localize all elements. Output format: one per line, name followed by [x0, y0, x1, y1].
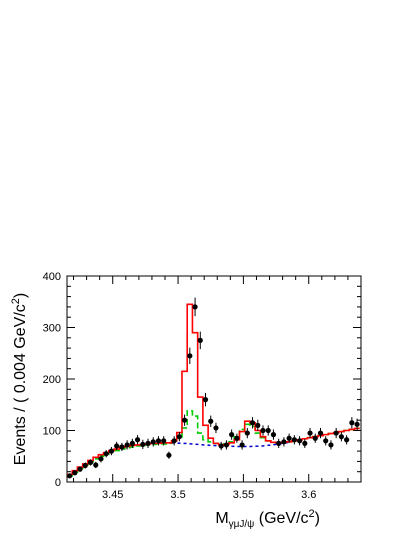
data-point: [276, 440, 282, 446]
data-point: [281, 439, 287, 445]
data-point: [213, 425, 219, 431]
data-point: [150, 439, 156, 445]
y-tick-label: 400: [43, 271, 61, 283]
data-point: [249, 420, 256, 426]
data-point: [354, 421, 360, 427]
data-point: [171, 438, 177, 444]
data-point: [307, 430, 313, 436]
data-point: [312, 435, 318, 441]
data-point: [182, 417, 188, 423]
data-point: [114, 443, 120, 449]
axis-ticks: [67, 275, 362, 483]
data-point: [344, 437, 350, 443]
data-point: [87, 459, 94, 466]
data-point: [333, 430, 339, 436]
data-point: [93, 462, 99, 468]
y-axis-title-tail: ): [12, 293, 29, 298]
axis-tick-labels: 3.45 3.5 3.55 3.6 0 100 200 300 400: [43, 271, 317, 501]
data-point: [98, 456, 104, 462]
data-point: [234, 435, 240, 441]
x-tick-label: 3.6: [301, 489, 316, 501]
data-point: [328, 442, 334, 448]
data-point: [323, 438, 329, 444]
data-point: [270, 432, 277, 438]
x-axis-title-main: M: [215, 510, 228, 527]
data-point: [124, 442, 130, 448]
data-point: [119, 444, 125, 450]
data-point: [317, 430, 324, 436]
data-points-group: [67, 297, 360, 479]
data-point: [223, 442, 230, 448]
data-point: [166, 452, 172, 458]
data-point: [103, 451, 109, 457]
data-point: [218, 443, 224, 449]
data-point: [145, 440, 151, 446]
data-point: [161, 438, 167, 444]
data-point: [255, 422, 261, 428]
data-point: [349, 420, 355, 426]
data-point: [338, 434, 344, 440]
data-point: [202, 397, 209, 403]
y-tick-label: 0: [55, 477, 61, 489]
data-point: [82, 462, 88, 469]
data-point: [108, 448, 115, 454]
x-axis-title-unit: (GeV/c: [254, 510, 308, 527]
data-point: [286, 435, 292, 441]
y-axis-title-sup: 2: [10, 298, 22, 304]
data-point: [155, 438, 162, 444]
data-point: [296, 438, 303, 444]
x-axis-title-sup: 2: [309, 508, 315, 520]
total-fit-curve: [67, 303, 360, 476]
x-tick-label: 3.5: [170, 489, 185, 501]
total-fit-group: [67, 303, 360, 476]
background-curve-group: [171, 441, 290, 448]
data-point: [197, 337, 203, 343]
data-point: [187, 353, 193, 359]
data-point: [192, 304, 198, 310]
data-point: [302, 440, 308, 446]
data-point: [176, 434, 182, 440]
x-tick-label: 3.55: [233, 489, 254, 501]
data-point: [291, 437, 297, 443]
background-curve: [171, 441, 290, 448]
data-point: [265, 427, 271, 434]
y-tick-label: 300: [43, 323, 61, 335]
data-point: [229, 432, 235, 438]
data-point: [134, 437, 141, 443]
data-point: [208, 418, 214, 424]
data-point: [72, 470, 78, 476]
x-axis-title-tail: ): [315, 510, 320, 527]
y-axis-title: Events / ( 0.004 GeV/c2): [10, 293, 29, 465]
data-point: [77, 466, 83, 472]
data-point: [67, 473, 73, 479]
y-tick-label: 200: [43, 374, 61, 386]
x-axis-title-sub: γμJ/ψ: [229, 519, 255, 530]
y-tick-label: 100: [43, 426, 61, 438]
data-point: [239, 442, 245, 448]
y-axis-title-main: Events / ( 0.004 GeV/c: [12, 304, 29, 465]
x-tick-label: 3.45: [102, 489, 123, 501]
data-point: [244, 430, 250, 436]
x-axis-title: MγμJ/ψ (GeV/c2): [215, 508, 320, 530]
data-point: [260, 427, 266, 434]
data-point: [129, 440, 135, 446]
data-point: [140, 441, 146, 448]
